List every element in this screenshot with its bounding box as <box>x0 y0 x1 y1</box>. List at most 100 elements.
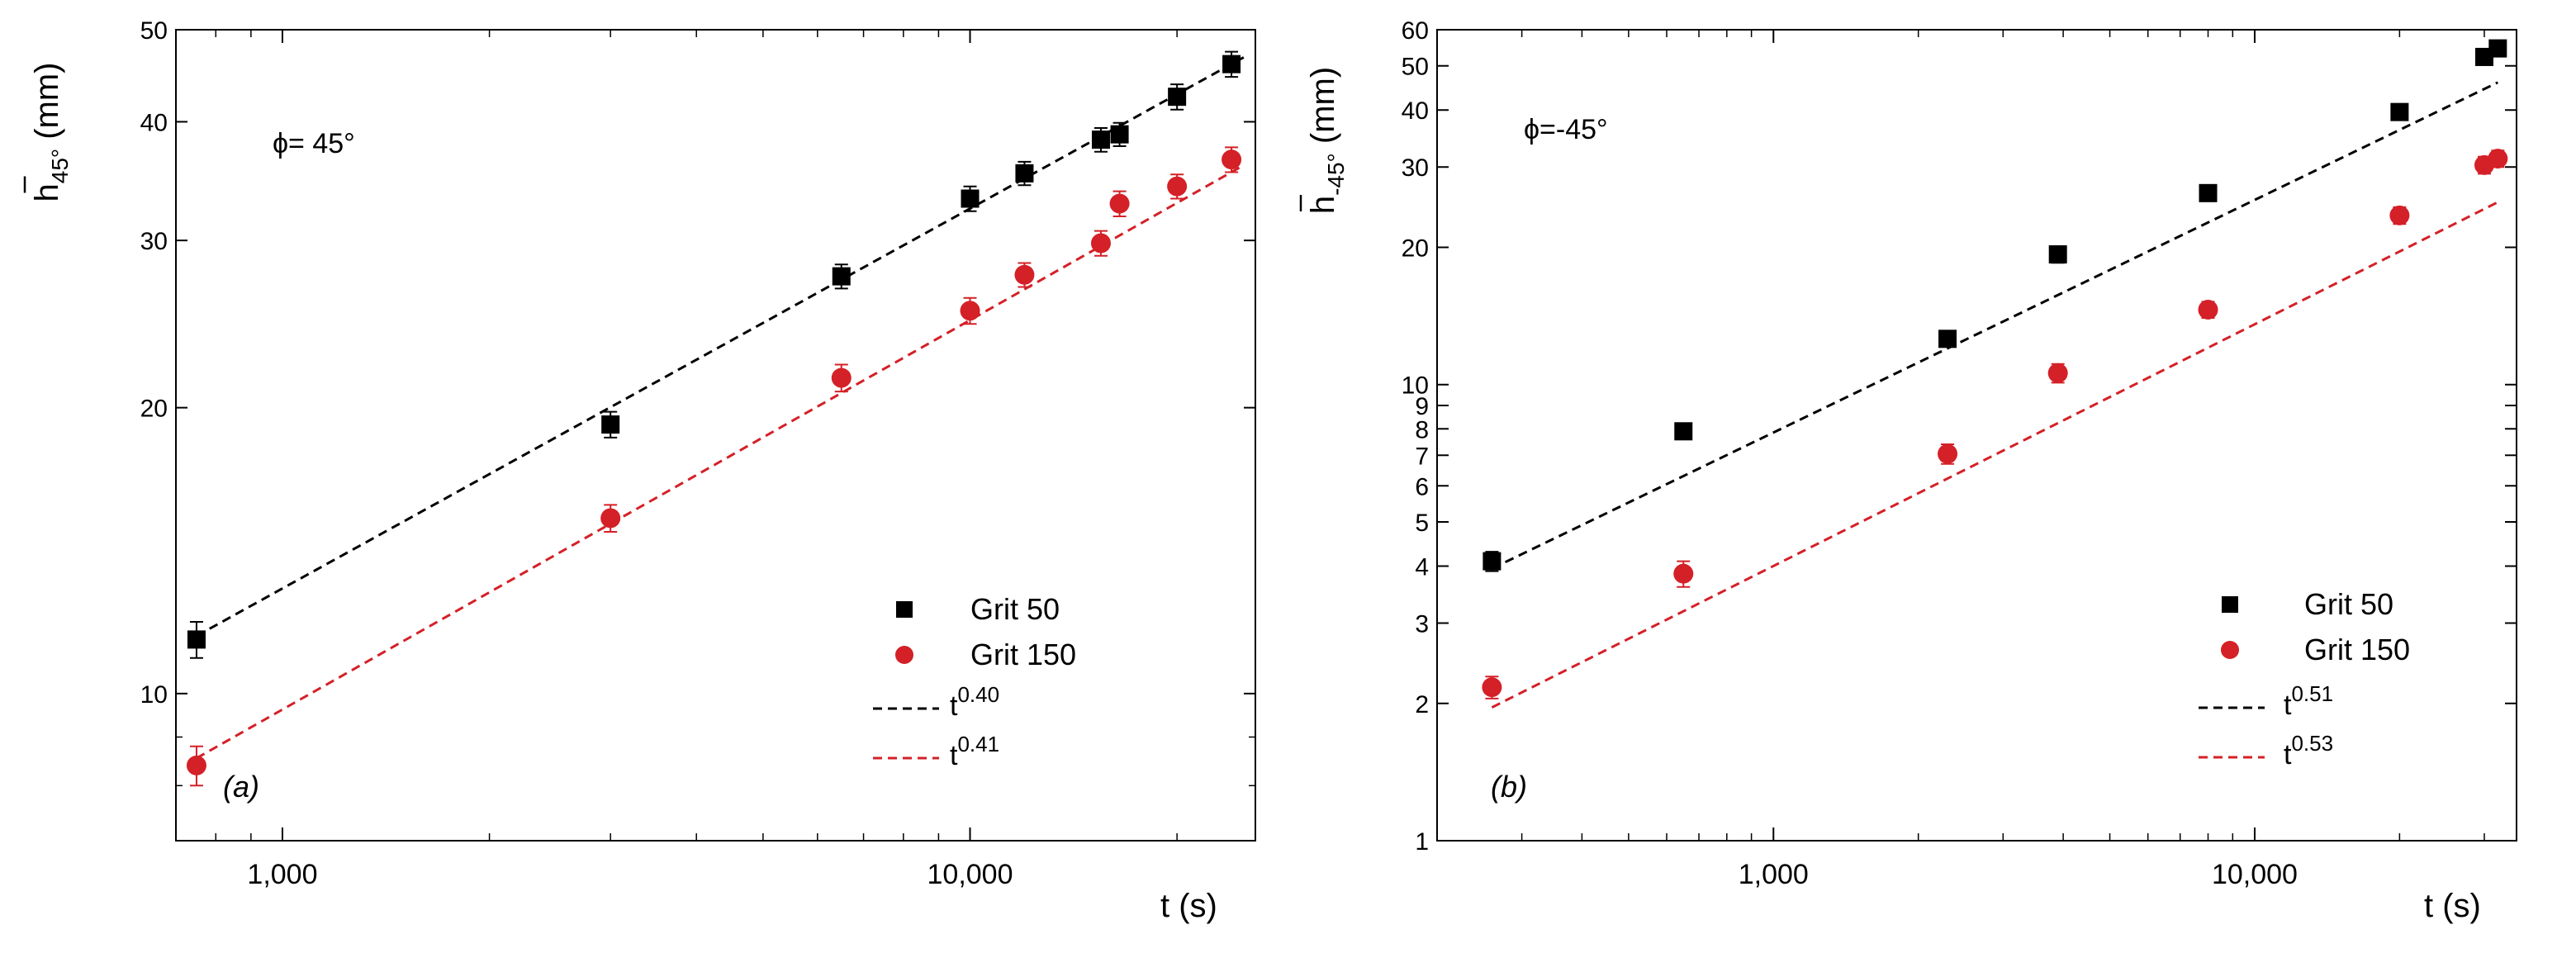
legend-label: Grit 50 <box>970 592 1060 626</box>
y-tick-label: 40 <box>1402 97 1429 125</box>
legend-fit-exponent: 0.41 <box>957 732 999 756</box>
y-axis-unit: (mm) <box>29 63 65 149</box>
y-axis-symbol: h <box>1305 196 1341 214</box>
data-point-grit-150 <box>831 367 852 388</box>
y-tick-label: 30 <box>140 228 168 255</box>
data-point-grit-150 <box>2389 205 2410 225</box>
data-point-grit-50 <box>1110 125 1129 144</box>
legend-marker-square <box>896 601 913 618</box>
legend-marker-square <box>2222 596 2238 613</box>
legend-fit-exponent: 0.40 <box>957 682 999 707</box>
legend-marker-circle <box>2221 641 2239 659</box>
data-point-grit-150 <box>1482 677 1502 698</box>
y-tick-label: 5 <box>1415 510 1429 537</box>
data-point-grit-150 <box>960 301 980 321</box>
fit-line-0.53 <box>1491 201 2498 709</box>
y-tick-label: 4 <box>1415 554 1429 581</box>
y-axis-subscript: -45° <box>1323 153 1349 196</box>
legend-label: Grit 150 <box>970 638 1076 671</box>
data-point-grit-50 <box>1168 88 1187 107</box>
data-point-grit-50 <box>2390 102 2409 121</box>
data-point-grit-50 <box>2488 39 2507 58</box>
legend-fit-label: t0.53 <box>2284 731 2333 770</box>
data-point-grit-50 <box>1015 164 1034 183</box>
data-point-grit-150 <box>1167 176 1188 197</box>
y-tick-label: 20 <box>140 396 168 423</box>
data-point-grit-150 <box>1109 193 1130 214</box>
y-tick-label: 50 <box>140 17 168 45</box>
data-point-grit-50 <box>601 415 620 434</box>
y-tick-label: 20 <box>1402 235 1429 262</box>
y-axis-label: h45° (mm) <box>29 63 73 202</box>
legend-fit-base: t <box>950 690 958 722</box>
y-tick-label: 10 <box>140 681 168 709</box>
plot-frame <box>175 29 1256 842</box>
data-point-grit-50 <box>961 189 980 208</box>
data-point-grit-150 <box>1090 233 1111 254</box>
data-point-grit-50 <box>1222 55 1241 73</box>
data-point-grit-150 <box>1673 563 1694 584</box>
x-axis-label: t (s) <box>2424 888 2481 924</box>
y-tick-label: 9 <box>1415 393 1429 420</box>
x-tick-label: 1,000 <box>1739 859 1809 890</box>
legend-fit-base: t <box>950 740 958 771</box>
data-point-grit-50 <box>832 267 851 286</box>
data-point-grit-150 <box>2047 363 2068 383</box>
y-tick-label: 6 <box>1415 473 1429 500</box>
legend-label: Grit 50 <box>2304 587 2393 621</box>
data-point-grit-50 <box>2048 245 2067 264</box>
legend-fit-label: t0.41 <box>950 732 999 771</box>
data-point-grit-150 <box>1014 264 1035 285</box>
x-axis-label: t (s) <box>1160 888 1217 924</box>
y-axis-unit: (mm) <box>1305 67 1341 153</box>
plot-frame <box>1436 29 2517 842</box>
y-tick-label: 1 <box>1415 828 1429 856</box>
y-axis-subscript: 45° <box>47 149 73 183</box>
data-point-grit-150 <box>2488 149 2508 169</box>
phi-annotation: ϕ=-45° <box>1524 114 1608 145</box>
y-tick-label: 60 <box>1402 17 1429 45</box>
data-point-grit-50 <box>187 630 206 649</box>
legend-label: Grit 150 <box>2304 633 2410 666</box>
y-axis-label: h-45° (mm) <box>1305 67 1349 214</box>
y-tick-label: 2 <box>1415 691 1429 718</box>
data-point-grit-50 <box>1091 130 1110 149</box>
y-tick-label: 40 <box>140 109 168 136</box>
data-point-grit-150 <box>2198 299 2218 320</box>
panel-label: (b) <box>1491 770 1527 804</box>
legend-fit-exponent: 0.53 <box>2291 731 2333 756</box>
fit-line-0.41 <box>196 164 1245 760</box>
y-tick-label: 8 <box>1415 416 1429 443</box>
y-tick-label: 50 <box>1402 54 1429 81</box>
y-axis-symbol: h <box>29 183 65 202</box>
panel-label: (a) <box>223 770 259 804</box>
y-tick-label: 30 <box>1402 154 1429 182</box>
y-tick-label: 3 <box>1415 611 1429 638</box>
legend-fit-base: t <box>2284 690 2292 721</box>
legend-fit-exponent: 0.51 <box>2291 681 2333 706</box>
data-point-grit-150 <box>1938 443 1958 464</box>
data-point-grit-50 <box>1938 330 1957 348</box>
legend-fit-label: t0.51 <box>2284 681 2333 721</box>
data-point-grit-50 <box>1674 422 1693 441</box>
y-tick-label: 7 <box>1415 443 1429 470</box>
legend-fit-label: t0.40 <box>950 682 999 722</box>
data-point-grit-50 <box>2199 183 2218 202</box>
fit-line-0.40 <box>196 56 1245 638</box>
legend-marker-circle <box>895 646 913 664</box>
legend-fit-base: t <box>2284 739 2292 770</box>
y-tick-label: 10 <box>1402 372 1429 400</box>
data-point-grit-150 <box>600 508 621 529</box>
data-point-grit-150 <box>1222 149 1242 170</box>
x-tick-label: 1,000 <box>247 859 317 890</box>
data-point-grit-150 <box>186 755 206 775</box>
fit-line-0.51 <box>1491 81 2498 570</box>
x-tick-label: 10,000 <box>2212 859 2298 890</box>
data-point-grit-50 <box>1483 552 1501 571</box>
